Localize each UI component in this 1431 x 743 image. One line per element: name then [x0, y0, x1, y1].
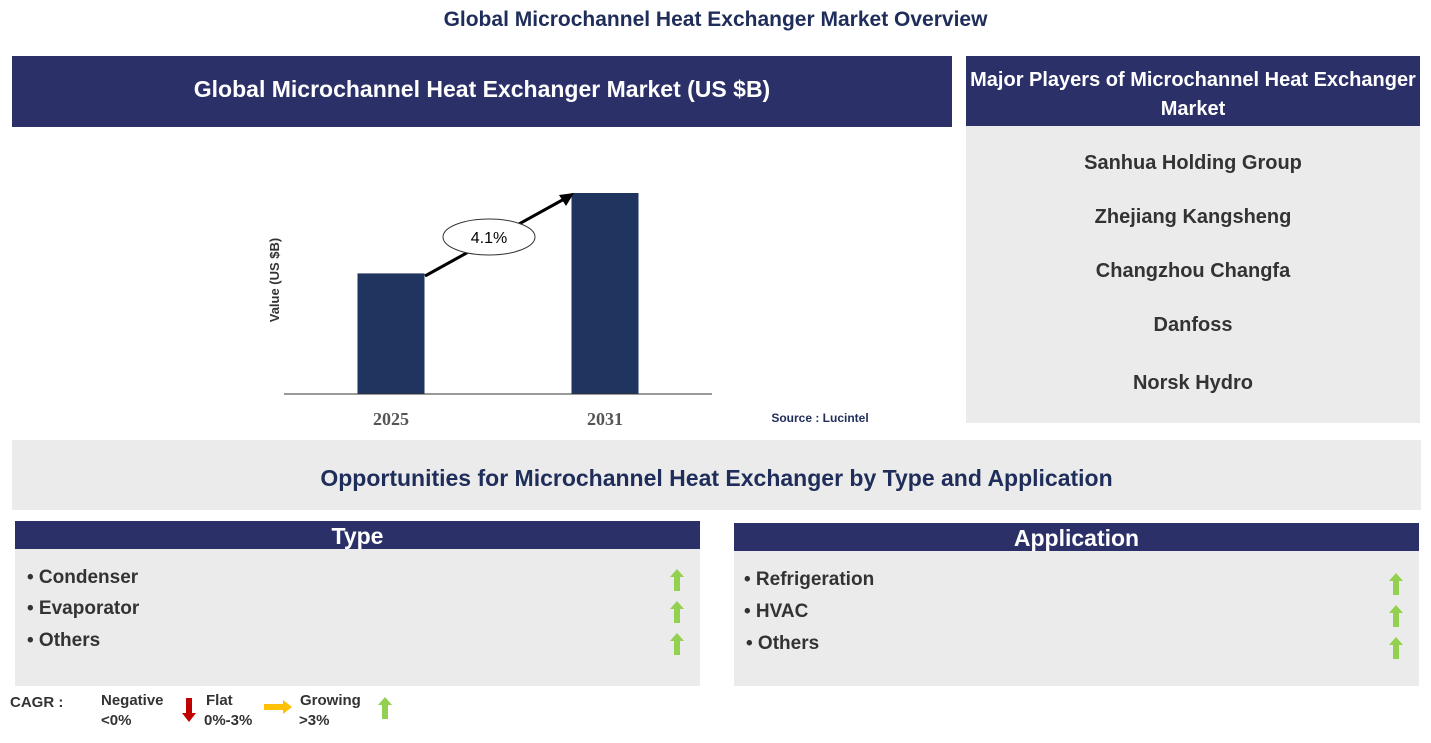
legend-label: CAGR :: [10, 694, 64, 711]
cagr-bubble: [442, 218, 536, 256]
player-item: Sanhua Holding Group: [1084, 152, 1302, 174]
type-header: Type: [15, 521, 700, 549]
bar-chart: Value (US $B) 4.1% 2025 2031 Source : Lu…: [267, 193, 869, 429]
x-tick-2031: 2031: [587, 409, 623, 429]
growing-arrow-icon: [378, 697, 392, 719]
growing-arrow-icon: [1389, 605, 1403, 627]
type-item: • Others: [27, 630, 101, 651]
x-tick-2025: 2025: [373, 409, 409, 429]
source-label: Source : Lucintel: [771, 411, 868, 425]
chart-header: Global Microchannel Heat Exchanger Marke…: [12, 56, 952, 127]
y-axis-label: Value (US $B): [267, 238, 282, 323]
growing-arrow-icon: [1389, 637, 1403, 659]
legend-growing-range: >3%: [299, 712, 330, 729]
growing-arrow-icon: [670, 569, 684, 591]
application-panel: Application • Refrigeration • HVAC • Oth…: [734, 523, 1419, 686]
application-item: • Others: [746, 633, 820, 654]
application-header: Application: [734, 523, 1419, 551]
players-header: Major Players of Microchannel Heat Excha…: [966, 56, 1420, 126]
type-item: • Condenser: [27, 567, 139, 588]
application-item: • HVAC: [744, 601, 809, 622]
bar-2031: [571, 193, 639, 394]
legend-negative-range: <0%: [101, 712, 132, 729]
player-item: Danfoss: [1153, 314, 1233, 336]
growing-arrow-icon: [1389, 573, 1403, 595]
legend-flat: Flat: [206, 692, 233, 709]
flat-arrow-icon: [264, 700, 292, 714]
player-item: Zhejiang Kangsheng: [1094, 206, 1292, 228]
type-panel: Type • Condenser • Evaporator • Others: [15, 521, 700, 686]
players-list: Sanhua Holding Group Zhejiang Kangsheng …: [966, 126, 1420, 423]
legend-growing: Growing: [300, 692, 361, 709]
player-item: Changzhou Changfa: [1095, 260, 1291, 282]
negative-arrow-icon: [182, 698, 196, 722]
bar-2025: [357, 273, 425, 394]
player-item: Norsk Hydro: [1132, 372, 1254, 394]
arrowhead-icon: [559, 193, 574, 206]
growing-arrow-icon: [670, 633, 684, 655]
type-item: • Evaporator: [27, 598, 140, 619]
legend-negative: Negative: [101, 692, 164, 709]
page-title: Global Microchannel Heat Exchanger Marke…: [443, 8, 988, 31]
cagr-label: 4.1%: [471, 230, 507, 247]
application-item: • Refrigeration: [744, 569, 875, 590]
legend-flat-range: 0%-3%: [204, 712, 253, 729]
growing-arrow-icon: [670, 601, 684, 623]
opportunities-title: Opportunities for Microchannel Heat Exch…: [12, 440, 1421, 510]
